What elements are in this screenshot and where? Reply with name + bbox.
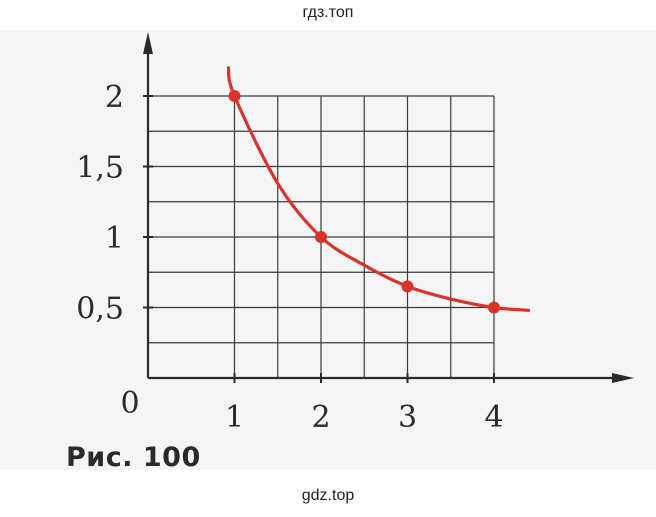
y-tick-label: 2 xyxy=(105,80,124,115)
x-tick-label: 2 xyxy=(311,400,330,435)
origin-label: 0 xyxy=(120,386,139,421)
x-tick-label: 3 xyxy=(398,400,417,435)
watermark-top: гдз.топ xyxy=(302,4,354,21)
data-point xyxy=(315,231,327,243)
paper-tint xyxy=(0,30,656,470)
y-tick-label: 1 xyxy=(105,221,124,256)
figure-caption: Рис. 100 xyxy=(66,442,201,473)
y-axis-arrow xyxy=(143,32,153,54)
x-tick-label: 1 xyxy=(225,400,244,435)
x-tick-label: 4 xyxy=(484,400,503,435)
data-point xyxy=(488,301,500,314)
data-point xyxy=(228,90,241,102)
y-tick-label: 0,5 xyxy=(76,292,124,327)
x-axis-arrow xyxy=(612,373,634,383)
y-tick-label: 1,5 xyxy=(76,151,124,186)
data-point xyxy=(401,280,414,293)
watermark-bottom: gdz.top xyxy=(301,487,355,504)
data-curve xyxy=(226,66,531,312)
